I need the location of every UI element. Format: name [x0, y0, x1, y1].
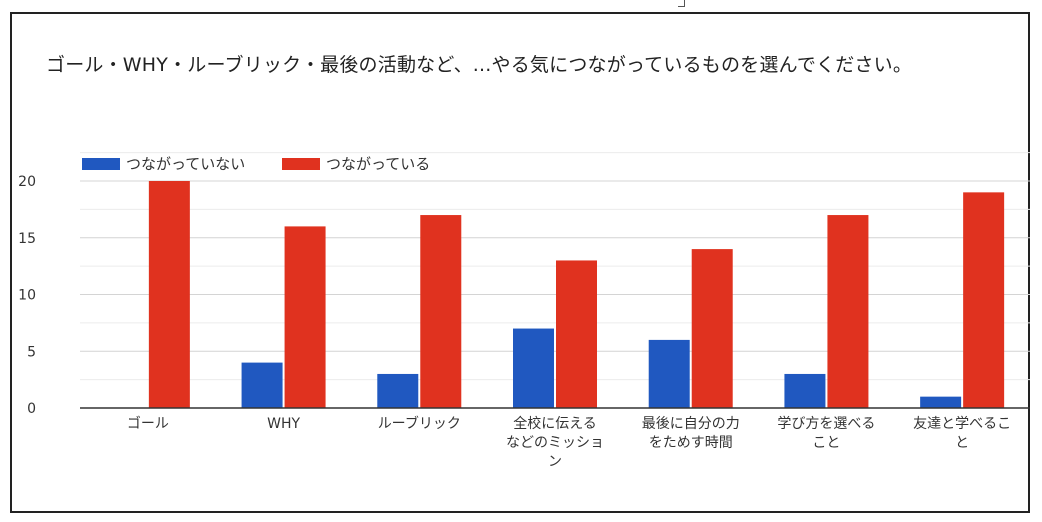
- bar-connected: [284, 226, 326, 408]
- y-tick-label: 20: [18, 174, 36, 190]
- chart-title: ゴール・WHY・ルーブリック・最後の活動など、...やる気につながっているものを…: [46, 54, 913, 76]
- legend-swatch: [282, 158, 320, 170]
- legend-label: つながっている: [326, 155, 430, 173]
- bar-connected: [420, 215, 462, 408]
- x-category-label: ルーブリック: [378, 415, 461, 432]
- legend-label: つながっていない: [126, 155, 245, 173]
- x-category-label: ン: [548, 454, 562, 470]
- x-category-label: 友達と学べるこ: [913, 416, 1011, 432]
- crop-corner-mark: [678, 0, 685, 7]
- y-tick-label: 0: [27, 401, 36, 417]
- bar-connected: [963, 192, 1005, 408]
- bar-connected: [148, 181, 190, 408]
- bar-not-connected: [784, 373, 826, 408]
- y-tick-label: 15: [18, 231, 36, 247]
- x-category-label: などのミッショ: [506, 435, 604, 451]
- x-category-label: と: [955, 435, 969, 451]
- bar-connected: [556, 260, 597, 408]
- x-category-label: をためす時間: [649, 435, 733, 451]
- x-category-label: WHY: [267, 416, 300, 432]
- x-category-label: 学び方を選べる: [777, 416, 875, 432]
- legend-swatch: [82, 158, 120, 170]
- bar-not-connected: [920, 396, 962, 408]
- y-tick-label: 10: [18, 288, 36, 304]
- x-category-label: こと: [812, 435, 840, 451]
- x-category-label: ゴール: [127, 415, 169, 432]
- bar-connected: [691, 249, 733, 408]
- y-tick-label: 5: [27, 344, 36, 360]
- bar-not-connected: [377, 373, 419, 408]
- bar-not-connected: [513, 328, 554, 408]
- x-category-label: 全校に伝える: [513, 415, 597, 432]
- bar-not-connected: [241, 362, 283, 408]
- bar-not-connected: [648, 339, 690, 408]
- bar-connected: [827, 215, 869, 408]
- x-category-label: 最後に自分の力: [642, 416, 740, 432]
